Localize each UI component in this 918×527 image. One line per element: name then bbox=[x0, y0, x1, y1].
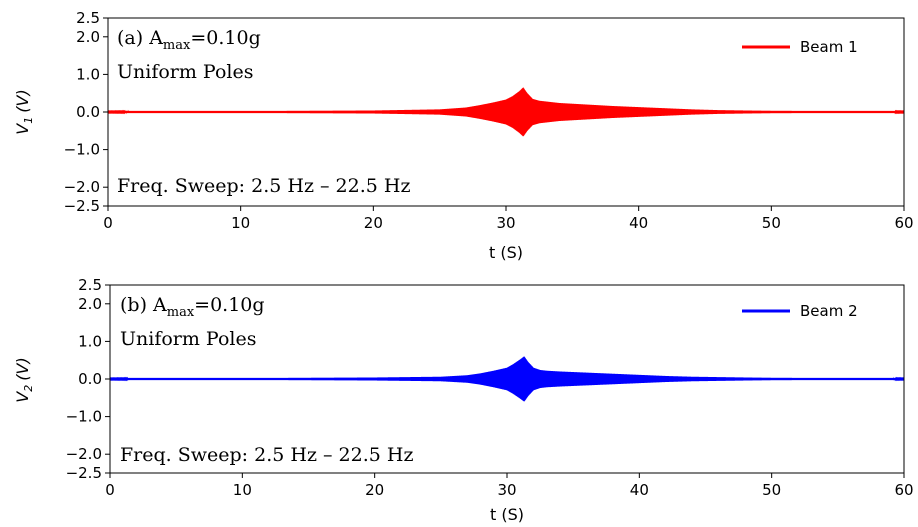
panel-bottom: 2.52.0 1.0 0.0 −1.0 −2.0−2.5 0 10 20 30 40 50 60 t… bbox=[13, 276, 914, 524]
panel-label-prefix-top: (a) A bbox=[117, 27, 163, 49]
y-tick-label: 2.5 bbox=[76, 9, 100, 27]
waveform-group-bottom bbox=[109, 356, 905, 402]
y-tick-label: 2.0 bbox=[78, 295, 102, 313]
panel-label-prefix-bottom: (b) A bbox=[120, 294, 167, 316]
y-ticks-top: 2.52.0 1.0 0.0 −1.0 −2.0−2.5 bbox=[64, 9, 108, 215]
panel-label-top: (a) Amax=0.10g bbox=[117, 27, 261, 53]
y-ticks-bottom: 2.52.0 1.0 0.0 −1.0 −2.0−2.5 bbox=[66, 276, 110, 482]
x-tick-label: 10 bbox=[231, 214, 250, 232]
x-ticks-top: 0 10 20 30 40 50 60 bbox=[103, 206, 914, 232]
panel-label-bottom: (b) Amax=0.10g bbox=[120, 294, 265, 320]
x-tick-label: 40 bbox=[630, 481, 649, 499]
y-tick-label: 0.0 bbox=[76, 103, 100, 121]
y-axis-unit-top: (V) bbox=[13, 89, 32, 112]
y-axis-symbol-bottom: V bbox=[13, 391, 32, 403]
legend-label-beam-1: Beam 1 bbox=[800, 38, 858, 56]
panel-label-sub-top: max bbox=[163, 38, 191, 53]
waveform-group-top bbox=[107, 87, 905, 137]
y-tick-label: 1.0 bbox=[78, 332, 102, 350]
y-tick-label: −2.5 bbox=[64, 197, 100, 215]
y-axis-symbol-top: V bbox=[13, 123, 32, 135]
sweep-annotation-bottom: Freq. Sweep: 2.5 Hz – 22.5 Hz bbox=[120, 444, 413, 466]
x-axis-title-top: t (S) bbox=[489, 243, 523, 262]
panel-subtitle-top: Uniform Poles bbox=[117, 61, 253, 83]
panel-label-value-top: =0.10g bbox=[190, 27, 260, 49]
y-axis-subscript-top: 1 bbox=[22, 117, 35, 124]
x-tick-label: 0 bbox=[105, 481, 115, 499]
x-tick-label: 30 bbox=[497, 481, 516, 499]
y-tick-label: 2.5 bbox=[78, 276, 102, 294]
panel-label-sub-bottom: max bbox=[167, 305, 195, 320]
y-tick-label: −1.0 bbox=[64, 141, 100, 159]
x-tick-label: 50 bbox=[762, 214, 781, 232]
y-axis-subscript-bottom: 2 bbox=[22, 385, 35, 392]
y-tick-label: −1.0 bbox=[66, 408, 102, 426]
y-axis-unit-bottom: (V) bbox=[13, 357, 32, 380]
panel-top: 2.52.0 1.0 0.0 −1.0 −2.0−2.5 0 10 20 30 40 50 60 t… bbox=[13, 9, 914, 262]
y-tick-label: −2.0 bbox=[64, 178, 100, 196]
x-tick-label: 10 bbox=[233, 481, 252, 499]
x-tick-label: 0 bbox=[103, 214, 113, 232]
x-tick-label: 20 bbox=[364, 214, 383, 232]
x-ticks-bottom: 0 10 20 30 40 50 60 bbox=[105, 473, 914, 499]
y-tick-label: 0.0 bbox=[78, 370, 102, 388]
y-axis-title-top: V1 (V) bbox=[13, 89, 35, 134]
y-axis-title-bottom: V2 (V) bbox=[13, 357, 35, 402]
x-axis-title-bottom: t (S) bbox=[490, 505, 524, 524]
x-tick-label: 50 bbox=[762, 481, 781, 499]
panel-label-value-bottom: =0.10g bbox=[194, 294, 264, 316]
y-tick-label: 2.0 bbox=[76, 28, 100, 46]
legend-label-beam-2: Beam 2 bbox=[800, 302, 858, 320]
panel-subtitle-bottom: Uniform Poles bbox=[120, 328, 256, 350]
x-tick-label: 40 bbox=[629, 214, 648, 232]
x-tick-label: 60 bbox=[894, 481, 913, 499]
x-tick-label: 30 bbox=[496, 214, 515, 232]
x-tick-label: 60 bbox=[894, 214, 913, 232]
y-tick-label: −2.5 bbox=[66, 464, 102, 482]
x-tick-label: 20 bbox=[365, 481, 384, 499]
sweep-annotation-top: Freq. Sweep: 2.5 Hz – 22.5 Hz bbox=[117, 175, 410, 197]
y-tick-label: −2.0 bbox=[66, 445, 102, 463]
y-tick-label: 1.0 bbox=[76, 65, 100, 83]
